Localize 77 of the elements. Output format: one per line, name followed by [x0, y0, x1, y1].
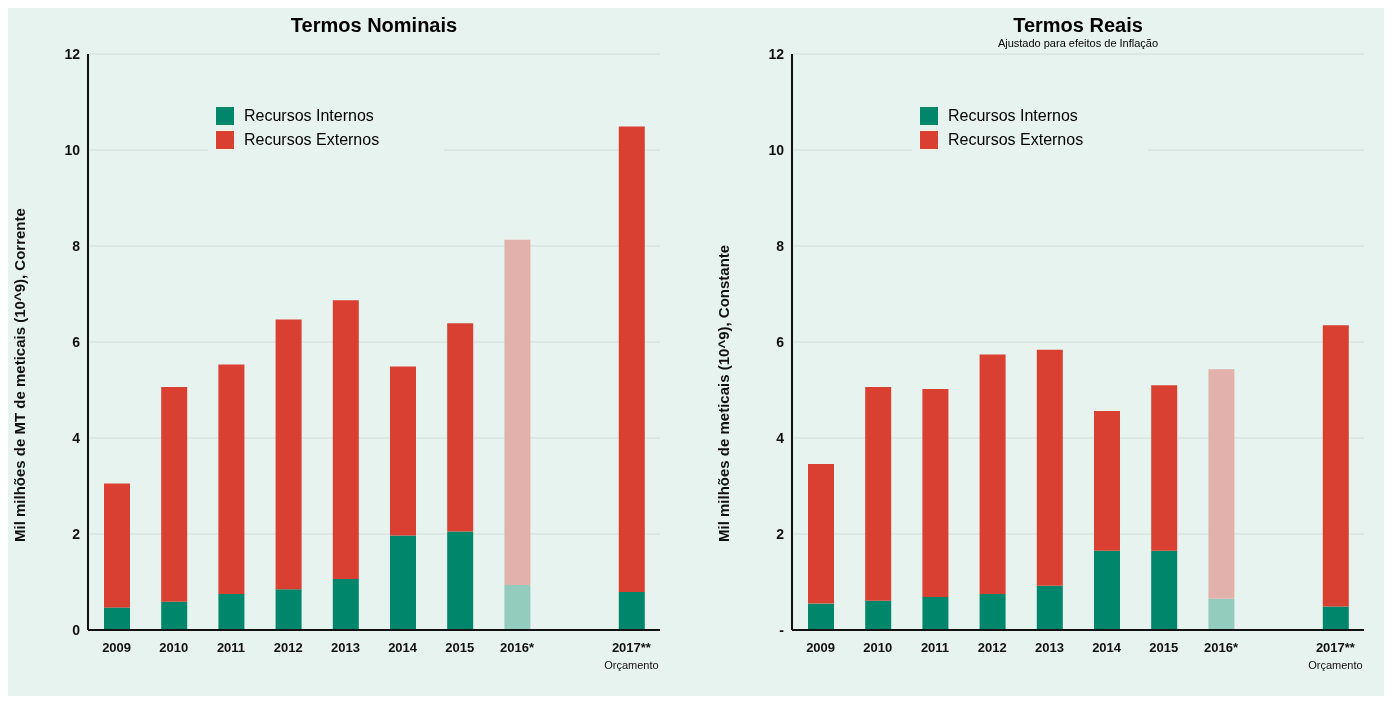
bar	[218, 594, 245, 630]
bar	[104, 607, 130, 630]
bar	[979, 594, 1006, 630]
chart-title: Termos Nominais	[289, 14, 459, 37]
bar	[1208, 369, 1235, 599]
x-tick-label: 2013	[330, 640, 360, 655]
y-tick-label: 6	[776, 333, 785, 350]
bar	[922, 596, 949, 630]
bar	[865, 387, 892, 601]
x-tick-label: 2011	[216, 640, 246, 655]
bar	[161, 387, 188, 602]
y-tick-label: 12	[768, 45, 785, 62]
bar	[808, 463, 834, 604]
x-tick-label: 2013	[1034, 640, 1064, 655]
chart-subtitle: Ajustado para efeitos de Inflação	[997, 37, 1159, 49]
x-tick-label: 2009	[102, 640, 132, 655]
bar	[1322, 606, 1349, 630]
x-tick-label: 2011	[920, 640, 950, 655]
x-tick-label: 2010	[863, 640, 893, 655]
bar	[447, 531, 474, 630]
x-tick-label: 2009	[806, 640, 836, 655]
y-axis-title: Mil milhões de meticais (10^9), Constante	[715, 244, 733, 542]
y-tick-label: 10	[768, 141, 785, 158]
x-tick-label: 2012	[273, 640, 303, 655]
chart-title: Termos Reais	[1012, 14, 1144, 37]
bar	[618, 126, 645, 593]
y-tick-label: 12	[64, 45, 81, 62]
x-tick-label: 2017** Orçamento	[604, 640, 659, 671]
y-tick-label: 10	[64, 141, 81, 158]
bar	[447, 323, 474, 532]
legend-label: Recursos Internos	[244, 107, 374, 125]
x-tick-label: 2015	[1149, 640, 1179, 655]
legend-label: Recursos Externos	[244, 131, 380, 149]
bar	[218, 364, 245, 594]
bar	[332, 579, 359, 630]
bar	[1208, 598, 1235, 630]
y-tick-label: 6	[72, 333, 81, 350]
bar	[1094, 550, 1120, 630]
x-tick-label: 2012	[977, 640, 1007, 655]
bar	[1151, 385, 1178, 551]
bar	[1036, 349, 1063, 586]
bar	[618, 592, 645, 630]
y-axis-title: Mil milhões de MT de meticais (10^9), Corrente	[11, 208, 29, 542]
bar	[1094, 411, 1120, 551]
bar	[1036, 585, 1063, 630]
x-tick-label: 2010	[159, 640, 189, 655]
bar	[390, 366, 416, 536]
x-tick-label: 2017** Orçamento	[1308, 640, 1363, 671]
legend-label: Recursos Internos	[948, 107, 1078, 125]
y-tick-label: 0	[72, 621, 81, 638]
y-tick-label: 2	[776, 525, 785, 542]
bar	[332, 300, 359, 580]
y-tick-label: 2	[72, 525, 81, 542]
x-tick-label: 2016*	[1204, 640, 1239, 655]
bar	[808, 603, 834, 630]
x-tick-label: 2014	[388, 640, 418, 655]
bar	[922, 389, 949, 597]
x-tick-label: 2015	[445, 640, 475, 655]
bar	[1322, 325, 1349, 607]
bar	[1151, 550, 1178, 630]
bar	[275, 319, 302, 590]
bar	[504, 239, 531, 585]
bar	[979, 354, 1006, 594]
bar	[865, 600, 892, 630]
y-tick-label: 4	[776, 429, 785, 446]
bar	[275, 589, 302, 630]
y-tick-label: -	[779, 621, 785, 638]
x-tick-label: 2014	[1092, 640, 1122, 655]
bar	[104, 483, 130, 608]
legend-label: Recursos Externos	[948, 131, 1084, 149]
bar	[390, 535, 416, 630]
x-tick-label: 2016*	[500, 640, 535, 655]
bar	[504, 584, 531, 630]
y-tick-label: 8	[72, 237, 81, 254]
y-tick-label: 8	[776, 237, 785, 254]
y-tick-label: 4	[72, 429, 81, 446]
bar	[161, 601, 188, 630]
